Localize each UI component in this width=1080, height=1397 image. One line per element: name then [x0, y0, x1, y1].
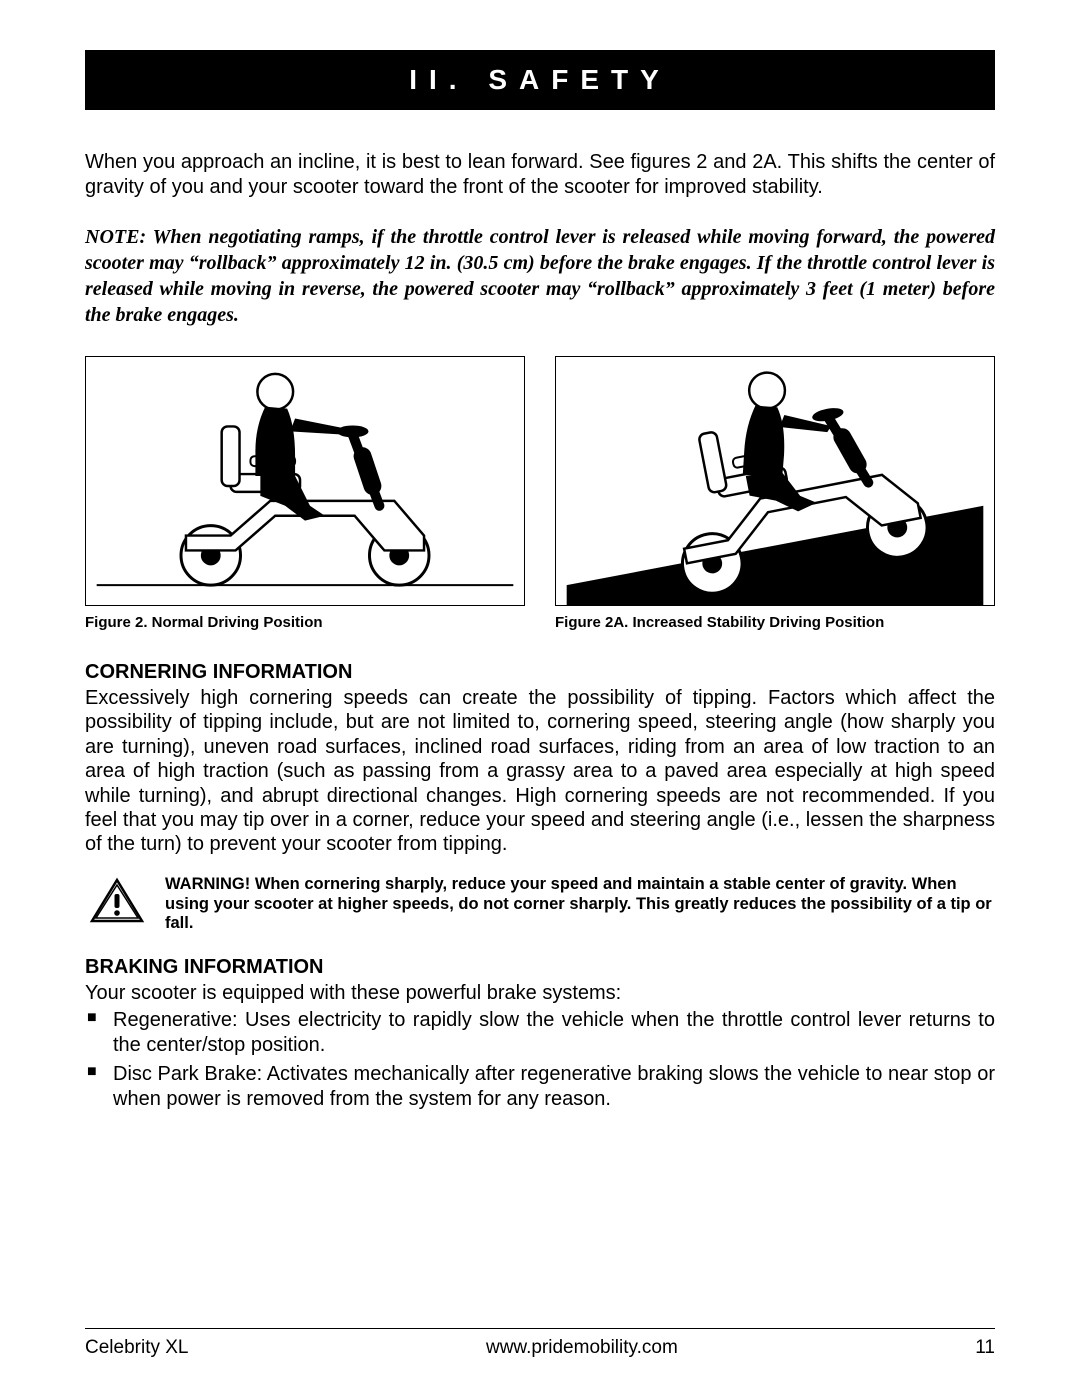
figure-2-image — [85, 356, 525, 606]
figures-row: Figure 2. Normal Driving Position — [85, 356, 995, 631]
cornering-heading: CORNERING INFORMATION — [85, 661, 995, 684]
section-title: II. SAFETY — [409, 64, 671, 95]
warning-text: WARNING! When cornering sharply, reduce … — [165, 875, 995, 934]
section-header: II. SAFETY — [85, 50, 995, 110]
braking-intro: Your scooter is equipped with these powe… — [85, 981, 995, 1005]
page-container: II. SAFETY When you approach an incline,… — [0, 0, 1080, 1397]
warning-icon — [89, 877, 145, 930]
footer-center: www.pridemobility.com — [486, 1337, 678, 1359]
figure-2-caption: Figure 2. Normal Driving Position — [85, 614, 525, 631]
warning-body: When cornering sharply, reduce your spee… — [165, 875, 992, 933]
braking-list: Regenerative: Uses electricity to rapidl… — [85, 1008, 995, 1112]
figure-2a-image — [555, 356, 995, 606]
scooter-normal-icon — [86, 357, 524, 605]
page-footer: Celebrity XL www.pridemobility.com 11 — [85, 1328, 995, 1359]
list-item: Regenerative: Uses electricity to rapidl… — [85, 1008, 995, 1058]
scooter-incline-icon — [556, 357, 994, 605]
footer-left: Celebrity XL — [85, 1337, 189, 1359]
braking-heading: BRAKING INFORMATION — [85, 956, 995, 979]
footer-right: 11 — [975, 1337, 995, 1359]
cornering-body: Excessively high cornering speeds can cr… — [85, 686, 995, 857]
list-item: Disc Park Brake: Activates mechanically … — [85, 1062, 995, 1112]
note-paragraph: NOTE: When negotiating ramps, if the thr… — [85, 224, 995, 328]
figure-2a-caption: Figure 2A. Increased Stability Driving P… — [555, 614, 995, 631]
figure-2: Figure 2. Normal Driving Position — [85, 356, 525, 631]
warning-label: WARNING! — [165, 875, 250, 893]
figure-2a: Figure 2A. Increased Stability Driving P… — [555, 356, 995, 631]
intro-paragraph: When you approach an incline, it is best… — [85, 150, 995, 200]
warning-block: WARNING! When cornering sharply, reduce … — [85, 875, 995, 934]
